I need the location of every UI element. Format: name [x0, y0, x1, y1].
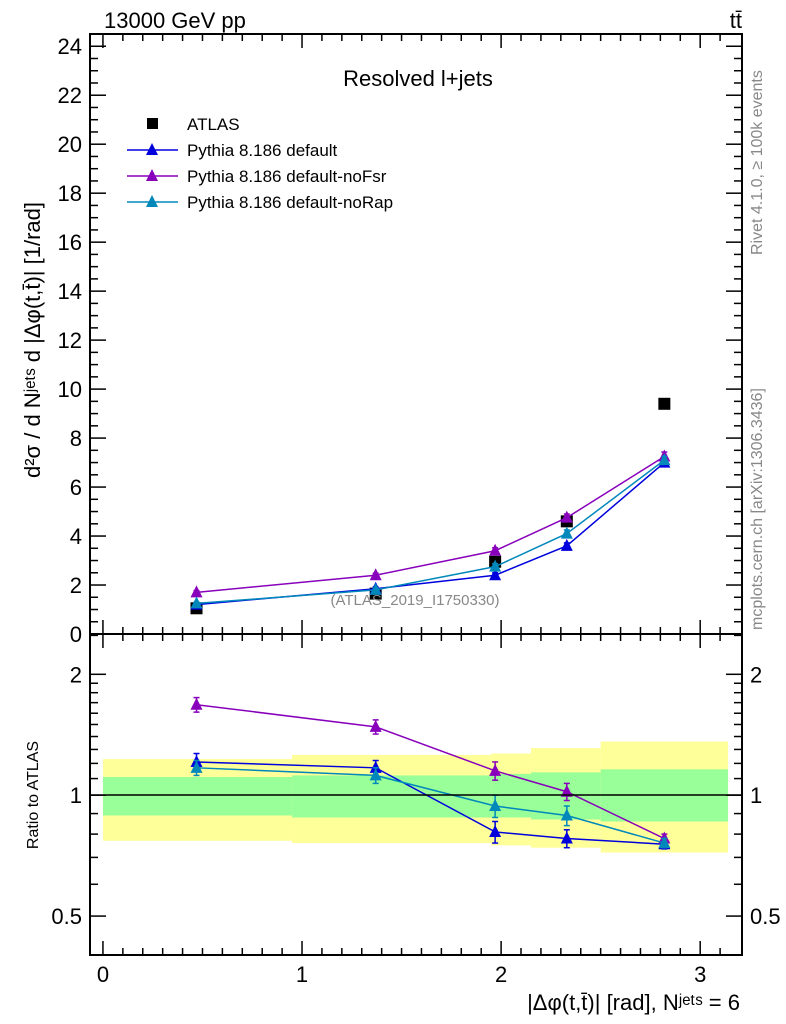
main-point-noRap — [190, 596, 203, 609]
plot-title: Resolved l+jets — [343, 66, 493, 91]
main-line-noFsr — [196, 455, 665, 594]
ratio-point-default — [560, 831, 573, 844]
header-right: tt̄ — [730, 8, 742, 33]
main-point-noFsr — [190, 585, 203, 598]
x-tick-label: 3 — [694, 962, 706, 987]
main-point-noFsr — [369, 568, 382, 581]
ratio-y-tick-label: 1 — [70, 783, 82, 808]
y-tick-label: 22 — [58, 83, 82, 108]
legend-marker-noRap — [146, 195, 158, 207]
legend-marker-default — [146, 143, 158, 155]
legend-label-noRap: Pythia 8.186 default-noRap — [187, 193, 393, 212]
ratio-point-noFsr — [369, 719, 382, 732]
main-line-default — [196, 462, 665, 606]
y-tick-label: 8 — [70, 426, 82, 451]
ratio-point-default — [489, 824, 502, 837]
x-tick-label: 1 — [296, 962, 308, 987]
y-tick-label: 24 — [58, 34, 82, 59]
main-point-noFsr — [560, 510, 573, 523]
y-tick-label: 14 — [58, 279, 82, 304]
ratio-y-tick-label: 0.5 — [51, 904, 82, 929]
main-point-noRap — [658, 453, 671, 466]
x-tick-label: 2 — [495, 962, 507, 987]
ratio-point-noFsr — [560, 784, 573, 797]
x-tick-label: 0 — [97, 962, 109, 987]
x-axis-label: |Δφ(t,t̄)| [rad], Nʲᵉᵗˢ = 6 — [527, 990, 740, 1015]
data-marks — [190, 397, 671, 850]
ratio-series-noFsr — [190, 696, 671, 844]
main-point-noFsr — [489, 543, 502, 556]
watermark: (ATLAS_2019_I1750330) — [330, 592, 499, 609]
band-stat — [102, 776, 293, 816]
main-point-ATLAS — [658, 397, 671, 410]
main-point-noRap — [489, 559, 502, 572]
ratio-point-noFsr — [190, 697, 203, 710]
legend-label-noFsr: Pythia 8.186 default-noFsr — [187, 167, 387, 186]
rivet-label: Rivet 4.1.0, ≥ 100k events — [749, 70, 766, 255]
ratio-point-noRap — [658, 836, 671, 849]
main-point-noRap — [369, 582, 382, 595]
legend: ATLAS Pythia 8.186 default Pythia 8.186 de… — [127, 115, 393, 212]
ratio-point-default — [369, 760, 382, 773]
main-series-noRap — [190, 453, 671, 609]
main-series-noFsr — [190, 449, 671, 598]
ratio-y-tick-label-right: 2 — [750, 662, 762, 687]
legend-label-ATLAS: ATLAS — [187, 115, 240, 134]
main-point-default — [489, 568, 502, 581]
y-tick-label: 18 — [58, 181, 82, 206]
y-tick-label: 20 — [58, 132, 82, 157]
ratio-y-tick-label-right: 1 — [750, 783, 762, 808]
y-tick-label: 6 — [70, 475, 82, 500]
ratio-y-axis-label: Ratio to ATLAS — [25, 741, 42, 849]
y-tick-label: 12 — [58, 328, 82, 353]
ratio-point-noFsr — [489, 763, 502, 776]
y-tick-label: 10 — [58, 377, 82, 402]
ratio-point-noRap — [369, 768, 382, 781]
ratio-series-noRap — [190, 759, 671, 849]
legend-marker-noFsr — [146, 169, 158, 181]
header-left: 13000 GeV pp — [104, 8, 246, 33]
y-tick-label: 0 — [70, 622, 82, 647]
y-tick-label: 16 — [58, 230, 82, 255]
ratio-y-tick-label-right: 0.5 — [750, 904, 781, 929]
band-stat — [292, 775, 492, 818]
y-tick-label: 4 — [70, 524, 82, 549]
ratio-point-noRap — [190, 760, 203, 773]
ratio-point-noRap — [489, 798, 502, 811]
mcplots-label: mcplots.cern.ch [arXiv:1306.3436] — [749, 388, 766, 630]
ratio-y-tick-label: 2 — [70, 662, 82, 687]
legend-label-default: Pythia 8.186 default — [187, 141, 338, 160]
ratio-point-noRap — [560, 808, 573, 821]
y-axis-label: d²σ / d Nʲᵉᵗˢ d |Δφ(t,t̄)| [1/rad] — [20, 202, 45, 478]
legend-marker-ATLAS — [147, 118, 158, 129]
y-tick-label: 2 — [70, 573, 82, 598]
main-point-default — [560, 538, 573, 551]
main-point-noRap — [560, 526, 573, 539]
